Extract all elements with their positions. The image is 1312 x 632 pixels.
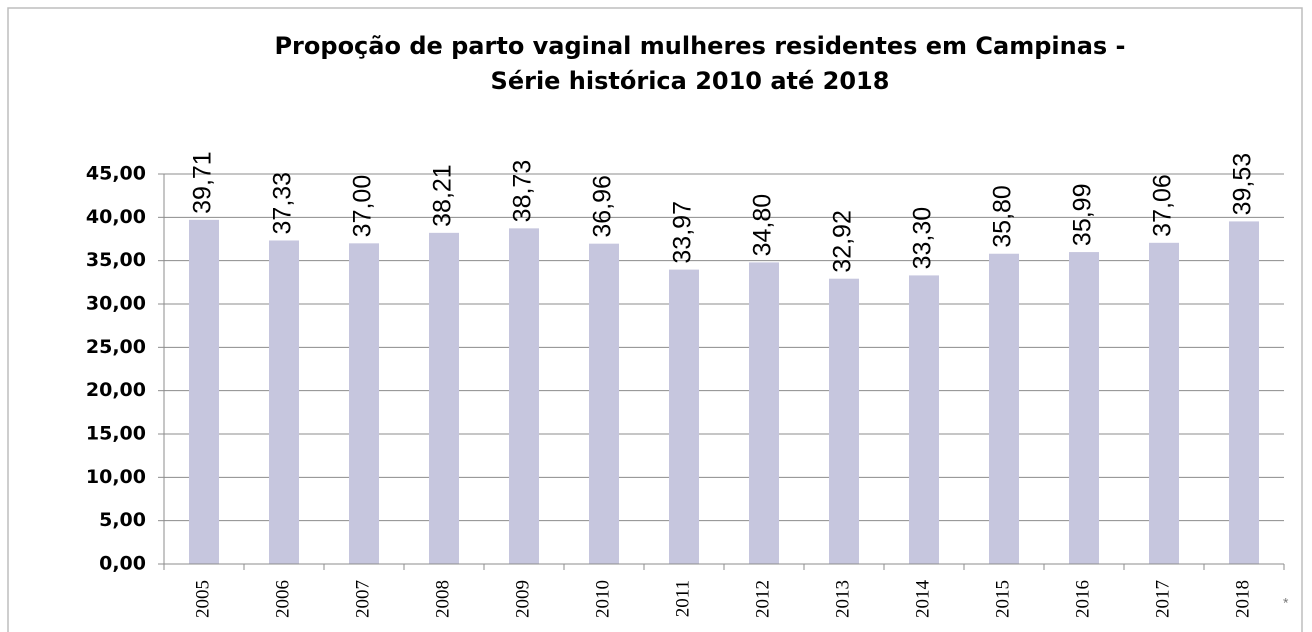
x-tick-label: 2018 bbox=[1232, 580, 1253, 618]
x-tick-label: 2017 bbox=[1152, 580, 1173, 618]
annotation: * bbox=[1283, 595, 1289, 611]
x-tick-label: 2014 bbox=[912, 580, 933, 619]
bar bbox=[989, 253, 1019, 564]
data-label: 33,97 bbox=[669, 201, 697, 264]
y-tick-label: 40,00 bbox=[86, 206, 146, 228]
bar bbox=[1069, 252, 1099, 564]
x-tick-label: 2007 bbox=[352, 580, 373, 618]
y-tick-label: 10,00 bbox=[86, 466, 146, 488]
bar bbox=[909, 275, 939, 564]
x-tick-label: 2012 bbox=[752, 580, 773, 618]
y-tick-label: 0,00 bbox=[99, 553, 146, 575]
bar bbox=[349, 243, 379, 565]
y-tick-label: 30,00 bbox=[86, 293, 146, 315]
y-tick-label: 15,00 bbox=[86, 423, 146, 445]
x-tick-label: 2008 bbox=[432, 580, 453, 618]
y-tick-label: 45,00 bbox=[86, 163, 146, 185]
y-tick-label: 35,00 bbox=[86, 249, 146, 271]
x-tick-label: 2005 bbox=[192, 580, 213, 618]
data-label: 35,99 bbox=[1069, 184, 1097, 247]
x-tick-label: 2006 bbox=[272, 580, 293, 618]
data-label: 37,06 bbox=[1149, 174, 1177, 237]
chart-title: Série histórica 2010 até 2018 bbox=[491, 67, 890, 95]
x-tick-label: 2009 bbox=[512, 580, 533, 618]
bar bbox=[589, 243, 619, 564]
y-tick-label: 20,00 bbox=[86, 379, 146, 401]
bar bbox=[1149, 242, 1179, 564]
data-label: 35,80 bbox=[989, 185, 1017, 248]
data-label: 39,53 bbox=[1229, 153, 1257, 216]
bar bbox=[269, 240, 299, 564]
x-tick-label: 2011 bbox=[672, 580, 693, 617]
bar bbox=[429, 232, 459, 564]
data-label: 37,33 bbox=[269, 172, 297, 235]
x-tick-label: 2016 bbox=[1072, 580, 1093, 618]
y-tick-label: 25,00 bbox=[86, 336, 146, 358]
bar bbox=[749, 262, 779, 564]
bar bbox=[829, 278, 859, 564]
bar bbox=[189, 219, 219, 564]
bar bbox=[669, 269, 699, 564]
data-label: 33,30 bbox=[909, 207, 937, 270]
data-label: 38,21 bbox=[429, 164, 457, 227]
x-tick-label: 2015 bbox=[992, 580, 1013, 618]
bar bbox=[1229, 221, 1259, 564]
data-label: 34,80 bbox=[749, 194, 777, 257]
bar bbox=[509, 228, 539, 564]
data-label: 38,73 bbox=[509, 160, 537, 223]
y-tick-label: 5,00 bbox=[99, 509, 146, 531]
chart-title: Propoção de parto vaginal mulheres resid… bbox=[274, 32, 1125, 60]
data-label: 37,00 bbox=[349, 175, 377, 238]
data-label: 36,96 bbox=[589, 175, 617, 238]
x-tick-label: 2013 bbox=[832, 580, 853, 618]
data-label: 39,71 bbox=[189, 151, 217, 214]
data-label: 32,92 bbox=[829, 210, 857, 273]
x-tick-label: 2010 bbox=[592, 580, 613, 618]
